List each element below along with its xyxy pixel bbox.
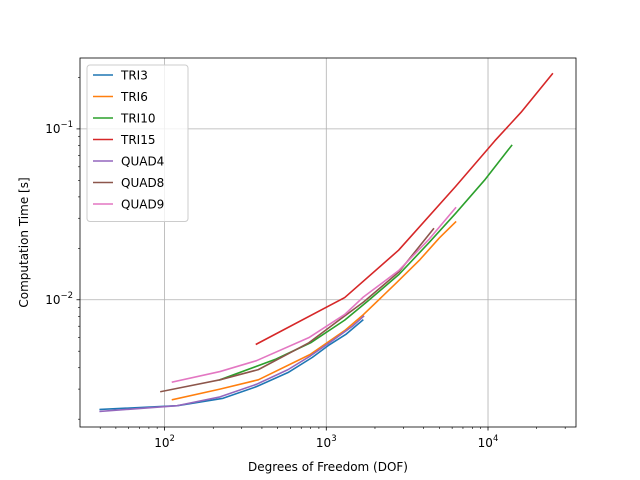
ticks: 102 103 104 10−2 10−1 [45, 77, 566, 450]
legend-label-tri3: TRI3 [120, 69, 148, 83]
y-tick-label: 10−2 [45, 291, 73, 307]
series-line-quad9 [171, 206, 457, 383]
x-tick-label: 103 [316, 434, 337, 450]
axes-frame [79, 57, 577, 428]
legend: TRI3 TRI6 TRI10 TRI15 QUAD4 QUAD8 QUAD9 [86, 64, 189, 222]
legend-label-quad4: QUAD4 [121, 155, 164, 169]
legend-label-tri6: TRI6 [120, 90, 148, 104]
x-tick-label: 102 [154, 434, 175, 450]
y-axis-label: Computation Time [s] [17, 177, 31, 307]
legend-label-tri10: TRI10 [120, 112, 155, 126]
legend-label-tri15: TRI15 [120, 133, 155, 147]
y-tick-label: 10−1 [45, 120, 73, 136]
series-line-tri6 [171, 220, 457, 401]
legend-label-quad8: QUAD8 [121, 176, 164, 190]
series-line-tri15 [255, 72, 554, 346]
x-tick-label: 104 [478, 434, 499, 450]
series-line-quad4 [99, 315, 365, 413]
plot-lines [99, 72, 554, 413]
x-axis-label: Degrees of Freedom (DOF) [248, 460, 408, 474]
series-line-quad8 [160, 227, 435, 393]
legend-label-quad9: QUAD9 [121, 198, 164, 212]
